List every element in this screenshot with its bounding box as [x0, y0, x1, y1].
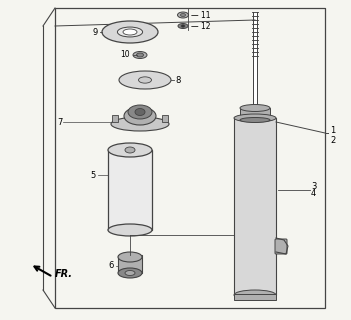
Bar: [234, 294, 276, 300]
Text: 3: 3: [311, 181, 316, 190]
Text: 7: 7: [57, 117, 62, 126]
Text: 6: 6: [108, 261, 114, 270]
Bar: [240, 108, 270, 120]
Ellipse shape: [240, 105, 270, 111]
Text: 2: 2: [330, 135, 335, 145]
Text: 10: 10: [120, 50, 130, 59]
Ellipse shape: [234, 290, 276, 300]
Ellipse shape: [234, 114, 276, 122]
Ellipse shape: [119, 71, 171, 89]
Bar: [253, 12, 257, 110]
Ellipse shape: [240, 117, 270, 123]
Ellipse shape: [128, 105, 152, 119]
Text: 8: 8: [175, 76, 180, 84]
Text: 4: 4: [311, 189, 316, 198]
Ellipse shape: [108, 224, 152, 236]
Ellipse shape: [135, 108, 145, 116]
Ellipse shape: [137, 53, 144, 57]
Ellipse shape: [178, 12, 188, 18]
Ellipse shape: [102, 21, 158, 43]
Ellipse shape: [123, 29, 137, 35]
Ellipse shape: [178, 23, 188, 28]
Bar: [55, 8, 325, 308]
Bar: [108, 150, 152, 230]
Ellipse shape: [139, 77, 152, 83]
Ellipse shape: [108, 143, 152, 157]
FancyBboxPatch shape: [275, 239, 287, 254]
Ellipse shape: [118, 268, 142, 278]
Ellipse shape: [111, 117, 169, 131]
Ellipse shape: [125, 270, 135, 276]
Text: 9: 9: [93, 28, 98, 36]
Text: 1: 1: [330, 125, 335, 134]
Bar: [118, 255, 142, 273]
Ellipse shape: [124, 107, 156, 125]
Ellipse shape: [118, 252, 142, 262]
Ellipse shape: [181, 25, 185, 27]
Bar: [112, 115, 118, 122]
Text: — 12: — 12: [191, 21, 211, 30]
Bar: [162, 115, 168, 122]
Text: 5: 5: [91, 171, 96, 180]
Ellipse shape: [117, 27, 143, 37]
Text: FR.: FR.: [55, 269, 73, 279]
Ellipse shape: [180, 13, 185, 17]
Text: — 11: — 11: [191, 11, 211, 20]
Bar: [234, 118, 276, 295]
Ellipse shape: [133, 52, 147, 59]
Ellipse shape: [125, 147, 135, 153]
